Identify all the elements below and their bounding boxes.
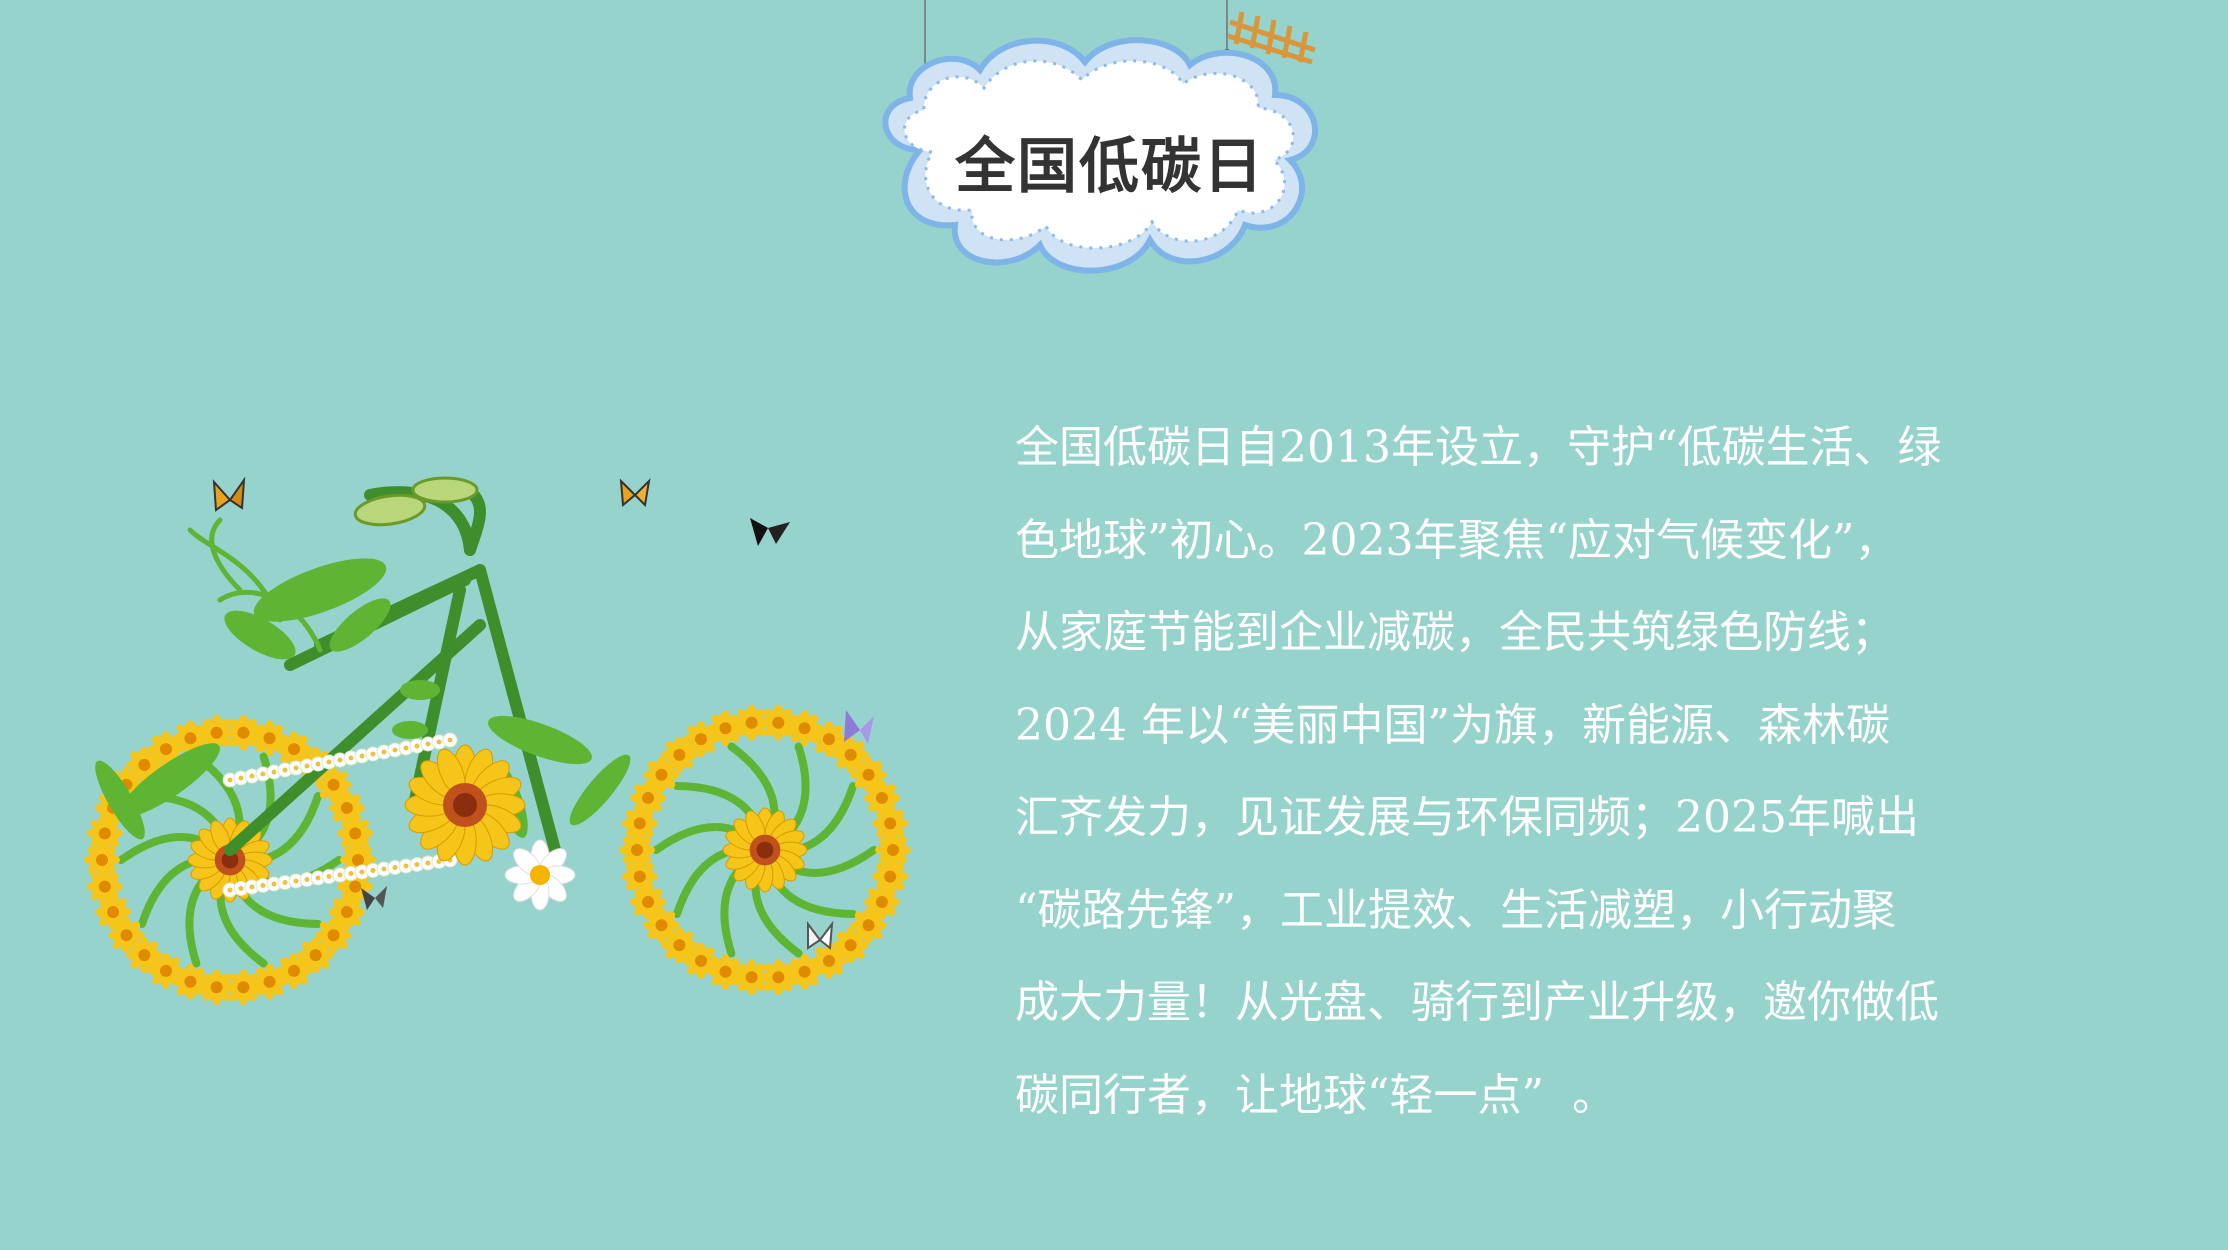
butterflies <box>212 476 874 950</box>
crank-sunflower <box>404 744 526 866</box>
body-line: 2024 年以“美丽中国”为旗，新能源、森林碳 <box>1015 699 1890 751</box>
body-line: 从家庭节能到企业减碳，全民共筑绿色防线； <box>1015 607 1895 658</box>
front-wheel <box>619 704 911 996</box>
rear-wheel <box>84 714 376 1006</box>
body-line: “碳路先锋”，工业提效、生活减塑，小行动聚 <box>1015 884 1896 936</box>
body-line: 成大力量！从光盘、骑行到产业升级，邀你做低 <box>1015 977 1939 1028</box>
body-line: 色地球”初心。2023年聚焦“应对气候变化”， <box>1015 514 1899 566</box>
flower-buds <box>353 476 479 527</box>
body-line: 全国低碳日自2013年设立，守护“低碳生活、绿 <box>1015 422 1942 473</box>
body-paragraph: 全国低碳日自2013年设立，守护“低碳生活、绿 色地球”初心。2023年聚焦“应对… <box>1015 402 2015 1142</box>
cloud-icon <box>882 0 1319 274</box>
body-line: 碳同行者，让地球“轻一点” 。 <box>1015 1069 1616 1121</box>
flower-chain <box>222 732 458 898</box>
page-title: 全国低碳日 <box>955 132 1265 202</box>
daisy <box>504 839 576 911</box>
title-cloud: 全国低碳日 <box>850 0 1370 300</box>
body-line: 汇齐发力，见证发展与环保同频；2025年喊出 <box>1015 792 1919 843</box>
fence-icon <box>1227 11 1316 65</box>
flower-bicycle-icon <box>84 476 911 1006</box>
